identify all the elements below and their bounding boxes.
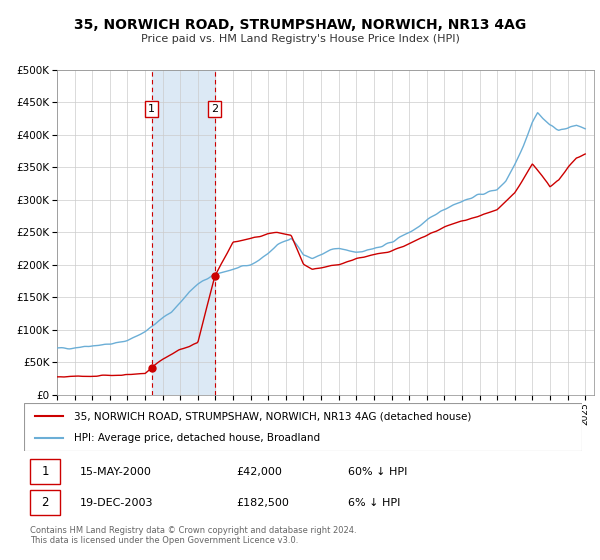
Text: This data is licensed under the Open Government Licence v3.0.: This data is licensed under the Open Gov… xyxy=(30,536,298,545)
Text: £42,000: £42,000 xyxy=(236,467,282,477)
Text: 1: 1 xyxy=(41,465,49,478)
Text: 19-DEC-2003: 19-DEC-2003 xyxy=(80,498,154,507)
Text: £182,500: £182,500 xyxy=(236,498,289,507)
FancyBboxPatch shape xyxy=(29,491,60,515)
Bar xyxy=(152,70,215,395)
Text: 35, NORWICH ROAD, STRUMPSHAW, NORWICH, NR13 4AG (detached house): 35, NORWICH ROAD, STRUMPSHAW, NORWICH, N… xyxy=(74,411,472,421)
Text: Price paid vs. HM Land Registry's House Price Index (HPI): Price paid vs. HM Land Registry's House … xyxy=(140,34,460,44)
Text: Contains HM Land Registry data © Crown copyright and database right 2024.: Contains HM Land Registry data © Crown c… xyxy=(30,526,356,535)
Text: 6% ↓ HPI: 6% ↓ HPI xyxy=(347,498,400,507)
Text: 15-MAY-2000: 15-MAY-2000 xyxy=(80,467,152,477)
FancyBboxPatch shape xyxy=(29,459,60,484)
Text: 2: 2 xyxy=(41,496,49,509)
Text: HPI: Average price, detached house, Broadland: HPI: Average price, detached house, Broa… xyxy=(74,433,320,443)
Text: 35, NORWICH ROAD, STRUMPSHAW, NORWICH, NR13 4AG: 35, NORWICH ROAD, STRUMPSHAW, NORWICH, N… xyxy=(74,18,526,32)
Text: 60% ↓ HPI: 60% ↓ HPI xyxy=(347,467,407,477)
Text: 2: 2 xyxy=(211,104,218,114)
Text: 1: 1 xyxy=(148,104,155,114)
